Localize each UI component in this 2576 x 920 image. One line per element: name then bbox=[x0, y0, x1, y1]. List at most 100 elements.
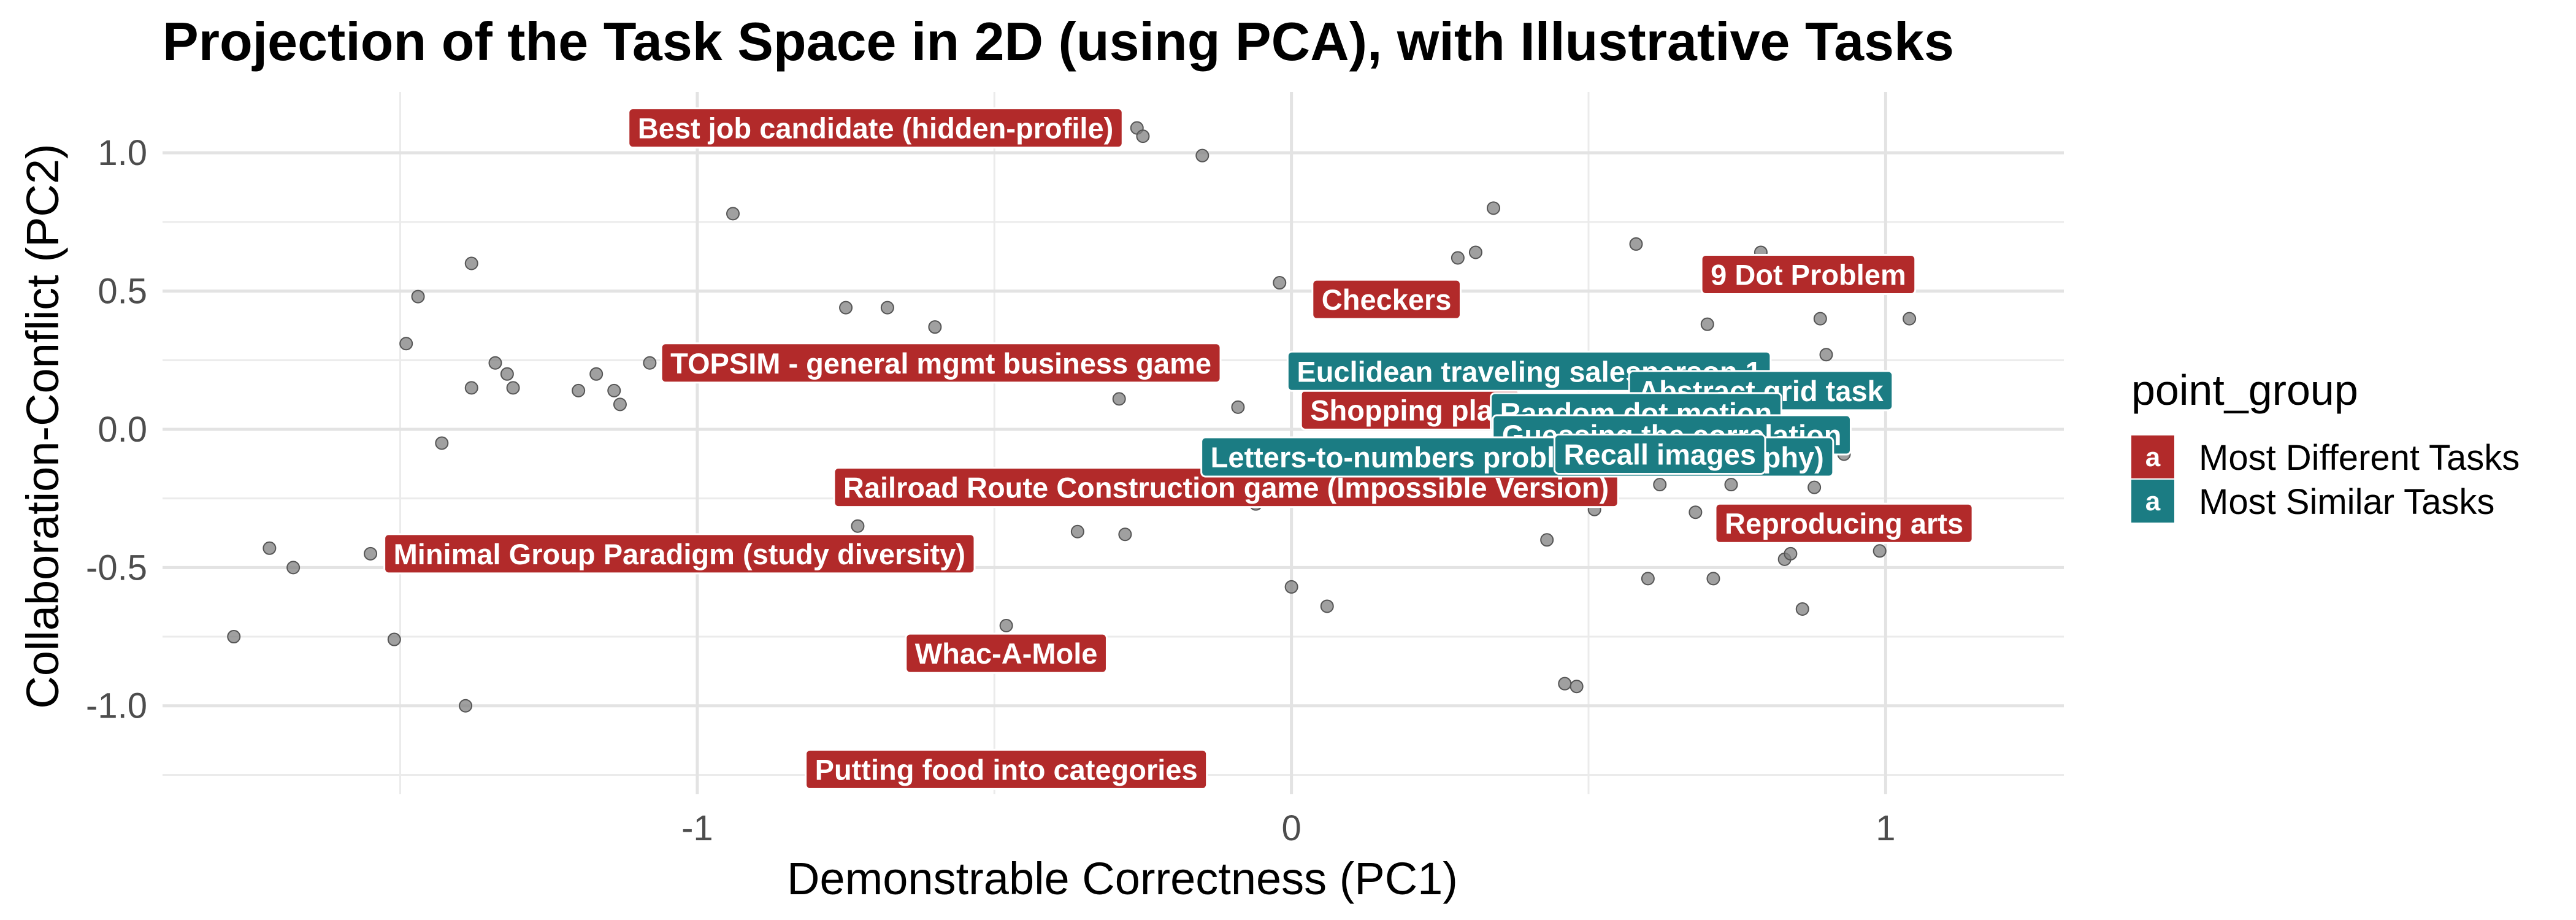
scatter-point bbox=[459, 699, 473, 713]
legend-key-glyph: a bbox=[2145, 442, 2161, 472]
x-tick-label: 0 bbox=[1281, 808, 1301, 848]
scatter-point bbox=[1112, 392, 1126, 406]
scatter-point bbox=[607, 383, 621, 397]
scatter-point bbox=[1451, 251, 1465, 265]
scatter-point bbox=[1487, 201, 1500, 215]
scatter-point bbox=[999, 619, 1013, 633]
scatter-point bbox=[643, 356, 657, 370]
y-tick-label: 0.0 bbox=[98, 410, 147, 450]
scatter-point bbox=[1873, 544, 1887, 558]
task-label-text: 9 Dot Problem bbox=[1711, 259, 1906, 291]
scatter-point bbox=[1700, 317, 1714, 331]
scatter-point bbox=[1070, 524, 1084, 539]
scatter-point bbox=[464, 381, 478, 395]
scatter-point bbox=[1706, 572, 1720, 586]
scatter-point bbox=[1273, 276, 1287, 290]
scatter-point bbox=[1320, 599, 1334, 613]
y-tick-label: -0.5 bbox=[86, 548, 147, 588]
task-labels: Best job candidate (hidden-profile) Check… bbox=[383, 107, 1974, 790]
task-label-box bbox=[1311, 278, 1462, 320]
scatter-point bbox=[880, 301, 894, 315]
scatter-point bbox=[411, 289, 425, 304]
task-label: Putting food into categories bbox=[805, 748, 1208, 790]
task-label: TOPSIM - general mgmt business game bbox=[660, 342, 1222, 384]
task-label-box bbox=[1714, 502, 1974, 544]
tick-labels: -1 0 1 -1.0 -0.5 0.0 0.5 1.0 bbox=[86, 133, 1895, 848]
scatter-points bbox=[227, 121, 1917, 713]
scatter-point bbox=[1629, 237, 1643, 251]
scatter-point bbox=[263, 541, 277, 555]
y-axis-title: Collaboration-Conflict (PC2) bbox=[17, 144, 68, 708]
scatter-point bbox=[1653, 478, 1667, 492]
task-label-box bbox=[383, 533, 976, 575]
scatter-point bbox=[1819, 348, 1833, 362]
task-label-box bbox=[660, 342, 1222, 384]
scatter-point bbox=[1540, 533, 1554, 547]
task-label-text: Shopping plan bbox=[1310, 394, 1510, 426]
chart-title: Projection of the Task Space in 2D (usin… bbox=[163, 11, 1954, 72]
task-label: Whac-A-Mole bbox=[905, 632, 1108, 674]
scatter-point bbox=[1903, 312, 1917, 326]
task-label: Reproducing arts bbox=[1714, 502, 1974, 544]
scatter-point bbox=[1724, 478, 1738, 492]
legend-label: Most Similar Tasks bbox=[2199, 482, 2494, 522]
scatter-point bbox=[839, 301, 853, 315]
task-label-box bbox=[905, 632, 1108, 674]
task-label-box bbox=[627, 107, 1124, 149]
legend-entry: a Most Different Tasks bbox=[2131, 435, 2520, 478]
scatter-point bbox=[399, 337, 413, 351]
y-tick-label: -1.0 bbox=[86, 686, 147, 726]
scatter-point bbox=[364, 546, 378, 561]
scatter-point bbox=[1195, 148, 1209, 163]
x-axis-title: Demonstrable Correctness (PC1) bbox=[787, 853, 1458, 904]
scatter-point bbox=[506, 381, 520, 395]
task-label-text: Whac-A-Mole bbox=[915, 637, 1098, 670]
task-label-box bbox=[1553, 434, 1766, 475]
legend-key bbox=[2131, 480, 2174, 523]
task-label: Shopping plan bbox=[1300, 389, 1521, 431]
scatter-point bbox=[1784, 546, 1798, 561]
x-tick-label: 1 bbox=[1876, 808, 1895, 848]
task-label: Best job candidate (hidden-profile) bbox=[627, 107, 1124, 149]
legend-entry: a Most Similar Tasks bbox=[2131, 480, 2494, 523]
task-label: 9 Dot Problem bbox=[1700, 254, 1917, 296]
scatter-point bbox=[726, 207, 740, 221]
task-label-text: Checkers bbox=[1322, 283, 1452, 316]
scatter-point bbox=[572, 383, 586, 397]
legend-key bbox=[2131, 435, 2174, 478]
task-label-text: Putting food into categories bbox=[815, 753, 1198, 786]
legend-label: Most Different Tasks bbox=[2199, 438, 2520, 478]
x-tick-label: -1 bbox=[681, 808, 713, 848]
scatter-point bbox=[1284, 580, 1298, 594]
scatter-point bbox=[1570, 680, 1584, 694]
task-label: Minimal Group Paradigm (study diversity) bbox=[383, 533, 976, 575]
y-tick-label: 1.0 bbox=[98, 133, 147, 173]
scatter-point bbox=[613, 397, 627, 412]
legend: point_group a Most Different Tasks a Most S… bbox=[2131, 366, 2520, 523]
scatter-point bbox=[928, 320, 942, 334]
scatter-point bbox=[1813, 312, 1827, 326]
task-label-text: Reproducing arts bbox=[1725, 507, 1963, 540]
scatter-point bbox=[387, 632, 401, 646]
scatter-point bbox=[1795, 602, 1809, 616]
scatter-point bbox=[1689, 505, 1703, 519]
legend-title: point_group bbox=[2131, 366, 2358, 414]
task-label-text: Recall images bbox=[1563, 439, 1756, 471]
scatter-point bbox=[464, 256, 478, 270]
scatter-point bbox=[851, 519, 865, 533]
scatter-point bbox=[435, 436, 449, 450]
scatter-point bbox=[1468, 245, 1482, 259]
scatter-point bbox=[1807, 480, 1822, 494]
scatter-point bbox=[1136, 129, 1150, 144]
scatter-point bbox=[286, 561, 301, 575]
scatter-point bbox=[1558, 677, 1572, 691]
scatter-point bbox=[488, 356, 502, 370]
task-label-box bbox=[805, 748, 1208, 790]
legend-key-glyph: a bbox=[2145, 486, 2161, 516]
task-label-text: TOPSIM - general mgmt business game bbox=[670, 347, 1211, 380]
scatter-point bbox=[1641, 572, 1655, 586]
task-label: Checkers bbox=[1311, 278, 1462, 320]
scatter-point bbox=[500, 367, 514, 381]
